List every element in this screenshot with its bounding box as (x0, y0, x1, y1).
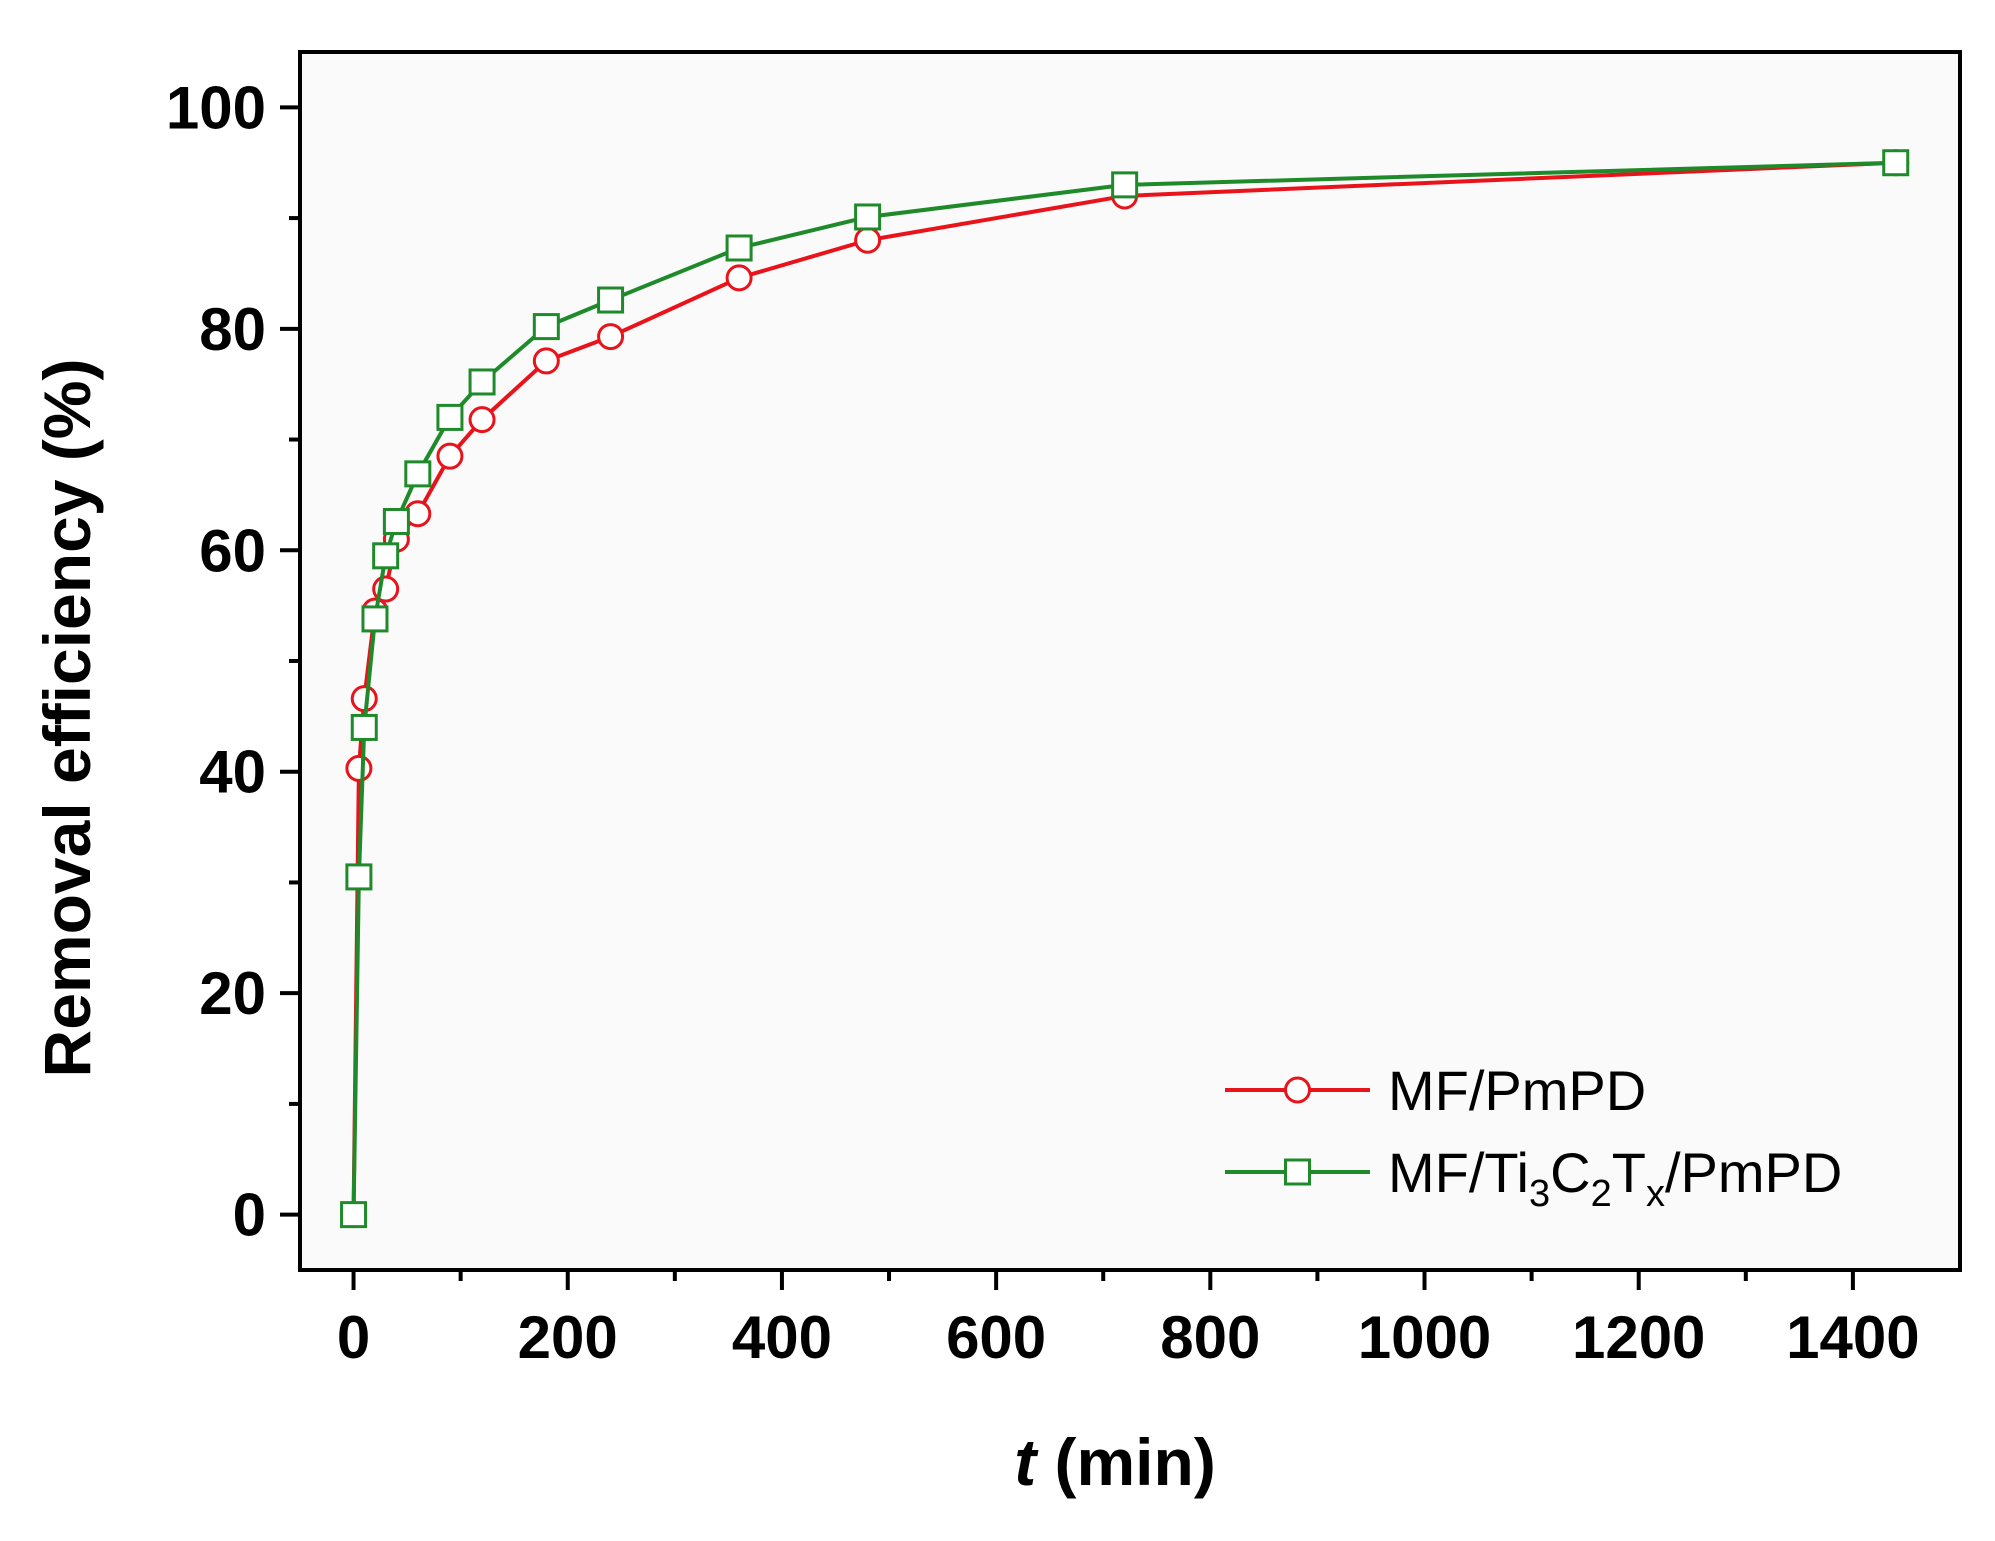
data-point (350, 713, 378, 741)
data-point (404, 460, 432, 488)
y-tick-label: 20 (199, 960, 266, 1027)
legend: MF/PmPD MF/Ti3C2Tx/PmPD (1225, 1059, 1842, 1215)
legend-label-subscript: 3 (1529, 1173, 1550, 1215)
y-tick-label: 60 (199, 517, 266, 584)
data-point (345, 863, 373, 891)
x-tick-label: 1400 (1786, 1304, 1919, 1371)
y-tick-label: 80 (199, 296, 266, 363)
legend-entry-mf-pmpd: MF/PmPD (1225, 1059, 1646, 1122)
data-point (597, 286, 625, 314)
series-mf-ti3c2tx-pmpd (340, 149, 1910, 1229)
plot-area (298, 50, 1962, 1272)
data-point (532, 313, 560, 341)
plot-frame (298, 50, 1962, 1272)
legend-square-marker (1284, 1158, 1311, 1186)
legend-label-part: C (1550, 1141, 1590, 1204)
x-tick-label: 800 (1160, 1304, 1260, 1371)
y-tick-label: 100 (166, 74, 266, 141)
legend-label-subscript: x (1646, 1173, 1665, 1215)
y-tick-label: 40 (199, 739, 266, 806)
legend-label: MF/Ti3C2Tx/PmPD (1388, 1141, 1842, 1215)
y-axis-title: Removal efficiency (%) (30, 359, 104, 1078)
data-point (854, 203, 882, 231)
data-point (350, 685, 378, 713)
legend-label-part: MF/Ti (1388, 1141, 1529, 1204)
x-tick-label: 200 (518, 1304, 618, 1371)
data-point (436, 403, 464, 431)
data-point (382, 507, 410, 535)
x-axis-title: t (min) (1014, 1425, 1216, 1499)
x-tick-label: 0 (337, 1304, 370, 1371)
x-tick-label: 1000 (1358, 1304, 1491, 1371)
data-point (340, 1201, 368, 1229)
data-point (1111, 171, 1139, 199)
x-axis-title-unit: (min) (1036, 1425, 1216, 1499)
data-point (345, 754, 373, 782)
y-axis: 0 20 40 60 80 100 (166, 74, 300, 1249)
legend-label-subscript: 2 (1591, 1173, 1612, 1215)
data-point (532, 347, 560, 375)
data-point (468, 368, 496, 396)
data-point (725, 264, 753, 292)
x-tick-label: 600 (946, 1304, 1046, 1371)
data-point (361, 605, 389, 633)
data-point (468, 406, 496, 434)
data-point (854, 226, 882, 254)
x-axis: 0 200 400 600 800 1000 1200 1400 (337, 1270, 1920, 1371)
legend-label-part: T (1612, 1141, 1646, 1204)
legend-entry-mf-ti3c2tx-pmpd: MF/Ti3C2Tx/PmPD (1225, 1141, 1842, 1215)
data-point (436, 442, 464, 470)
data-point (372, 542, 400, 570)
y-tick-label: 0 (233, 1182, 266, 1249)
data-point (725, 234, 753, 262)
x-axis-title-italic: t (1014, 1425, 1039, 1499)
legend-label: MF/PmPD (1388, 1059, 1646, 1122)
x-tick-label: 1200 (1572, 1304, 1705, 1371)
legend-label-part: /PmPD (1665, 1141, 1842, 1204)
legend-circle-marker (1284, 1076, 1311, 1104)
data-point (1882, 149, 1910, 177)
data-point (597, 323, 625, 351)
x-tick-label: 400 (732, 1304, 832, 1371)
series-layer (340, 149, 1910, 1229)
